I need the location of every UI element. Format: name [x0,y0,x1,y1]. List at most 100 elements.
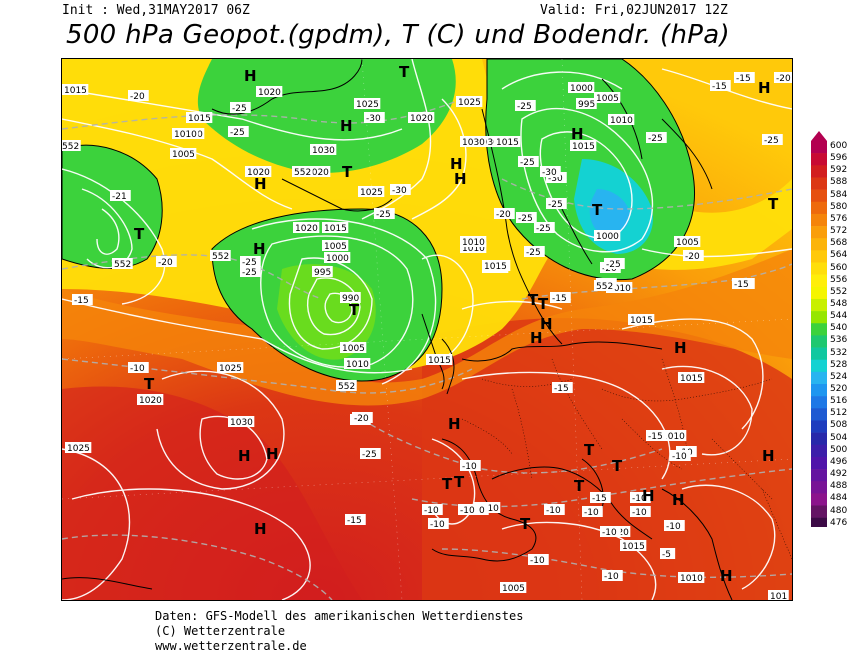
temperature-label-box [646,132,667,143]
legend-label: 528 [830,359,848,370]
coastlines [62,59,733,600]
legend-label: 544 [830,311,848,322]
pressure-label-box [62,84,89,95]
pressure-label: 1010 [462,244,485,254]
legend-cell [811,408,827,421]
temperature-label-box [360,448,381,459]
temperature-label: -10 [602,528,617,538]
temperature-label-box [72,294,93,305]
temperature-label: -10 [430,520,445,530]
pressure-label: 1010 [680,574,703,584]
legend-label: 584 [830,189,848,200]
pressure-label-box [256,86,283,97]
low-pressure-center: T [592,201,603,219]
legend-cell [811,213,827,227]
temperature-label-box [630,506,651,517]
temperature-label-box [604,258,625,269]
legend-label: 580 [830,201,848,212]
height-label: 552 [338,382,355,392]
temperature-label: -25 [242,258,257,268]
pressure-label: 1005 [596,94,619,104]
pressure-label: 1015 [64,86,87,96]
pressure-label-box [460,236,487,247]
temperature-label-box [228,126,249,137]
pressure-labels: 1015 1020 1010 1005 1015 1010 1025 1020 1030 1025… [62,82,789,600]
pressure-label: 1015 [496,138,519,148]
height-label: 552 [62,142,79,152]
chart-title: 500 hPa Geopot.(gpdm), T (C) und Bodendr… [66,20,730,50]
pressure-label: 1015 [428,356,451,366]
height-label: 552 [596,282,613,292]
temperature-label-box [540,166,561,177]
temperature-label: -20 [496,210,511,220]
pressure-label: 1000 [326,254,349,264]
pressure-label-box [217,362,244,373]
legend-cell [811,396,827,409]
legend-cell [811,141,827,154]
temperature-label: -25 [764,136,779,146]
pressure-label-box [245,166,272,177]
temperature-label-box [494,208,515,219]
temperature-label-box [345,514,366,525]
legend-label: 564 [830,250,848,261]
pressure-label-box [594,230,621,241]
high-pressure-center: H [571,125,584,143]
legend-cell [811,286,827,300]
legend-cell [811,226,827,239]
pressure-label-box [324,252,351,263]
pressure-label: 1010 [610,116,633,126]
high-pressure-center: H [758,79,771,97]
temperature-label: -10 [632,508,647,518]
pressure-label: 1005 [172,150,195,160]
pressure-label-box [460,242,487,253]
temperature-label: -15 [592,494,607,504]
pressure-label: 1005 [342,344,365,354]
temperature-label: -10 [460,506,475,516]
pressure-label-box [570,140,597,151]
green-low-west [62,144,163,269]
pressure-label: 1015 [484,262,507,272]
pressure-label-box [500,582,527,593]
low-pressure-center: T [538,295,549,313]
legend-cell [811,517,827,531]
temperature-label-box [128,362,149,373]
low-pressure-center: T [528,291,539,309]
legend-cell [811,250,827,263]
legend-cell [811,420,827,433]
high-pressure-center: H [254,175,267,193]
legend-cell [811,153,827,166]
high-pressure-center: H [674,339,687,357]
pressure-label-box [65,442,92,453]
legend-cell [811,347,827,360]
legend-cell [811,201,827,215]
temperature-label: -20 [685,252,700,262]
lat-lon-grid [62,59,792,600]
temperature-label: -25 [242,268,257,278]
temperature-label: -15 [74,296,89,306]
temperature-label: -15 [712,82,727,92]
legend-label: 484 [830,493,848,504]
temperature-label: -10 [666,522,681,532]
temperature-label: -30 [392,186,407,196]
temperature-label-box [664,520,685,531]
high-pressure-center: H [454,170,467,188]
legend-label: 568 [830,238,848,249]
map-svg: 1015 1020 1010 1005 1015 1010 1025 1020 1030 1025… [62,59,792,600]
footer: Daten: GFS-Modell des amerikanischen Wet… [155,609,523,654]
temperature-label: -25 [517,102,532,112]
legend-cell [811,456,827,470]
temperature-label-box [515,100,536,111]
temperature-label-box [660,548,676,559]
pressure-label: 1025 [67,444,90,454]
legend-label: 520 [830,384,848,394]
pressure-label-box [322,222,349,233]
pressure-label: 1005 [676,238,699,248]
temperature-label: -25 [232,104,247,114]
temperature-label: -10 [546,506,561,516]
temperature-label: -20 [158,258,173,268]
pressure-label: 1020 [258,88,281,98]
pressure-label: 1020 [139,396,162,406]
high-pressure-center: H [244,67,257,85]
temperature-label-box [110,190,131,201]
